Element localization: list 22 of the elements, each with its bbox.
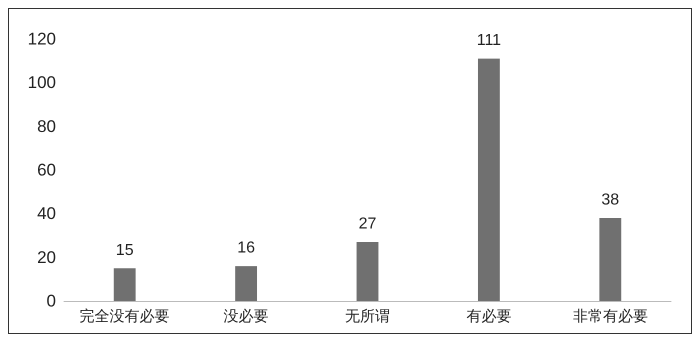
- y-tick-label: 40: [37, 204, 56, 224]
- x-tick-label: 没必要: [224, 308, 269, 325]
- data-label: 38: [601, 192, 620, 209]
- y-tick-label: 80: [37, 116, 56, 136]
- x-tick-label: 无所谓: [345, 308, 390, 325]
- data-label: 16: [237, 240, 256, 257]
- y-tick-label: 120: [28, 30, 56, 48]
- y-tick-label: 100: [28, 73, 56, 92]
- y-tick-label: 60: [37, 160, 56, 180]
- data-label: 15: [116, 242, 134, 259]
- bar: [114, 268, 136, 301]
- x-tick-label: 有必要: [466, 308, 512, 325]
- y-tick-label: 0: [46, 292, 56, 310]
- x-tick-label: 非常有必要: [572, 308, 648, 325]
- data-label: 111: [476, 32, 502, 50]
- y-tick-label: 20: [37, 248, 56, 267]
- bar: [235, 266, 258, 301]
- data-label: 27: [358, 216, 376, 233]
- bar: [599, 218, 622, 301]
- bar: [356, 242, 378, 301]
- x-tick-label: 完全没有必要: [80, 308, 170, 325]
- bar: [478, 58, 500, 301]
